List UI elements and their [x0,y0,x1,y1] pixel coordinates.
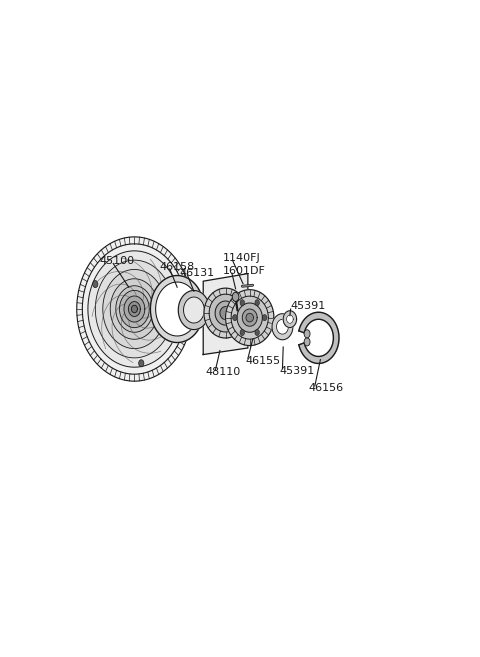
Polygon shape [96,260,173,358]
Polygon shape [129,302,140,317]
Polygon shape [283,311,297,328]
Polygon shape [272,313,293,340]
Polygon shape [124,296,145,322]
Polygon shape [178,290,210,330]
Polygon shape [116,286,153,332]
Circle shape [240,300,244,306]
Text: 45100: 45100 [99,256,134,266]
Circle shape [233,315,237,321]
Text: 46155: 46155 [245,356,280,366]
Polygon shape [299,312,339,363]
Circle shape [232,292,239,302]
Text: 45391: 45391 [290,302,326,311]
Circle shape [139,360,144,367]
Polygon shape [183,297,204,323]
Polygon shape [88,251,181,367]
Polygon shape [276,319,288,334]
Polygon shape [204,288,247,338]
Polygon shape [103,269,166,349]
Polygon shape [231,296,268,339]
Circle shape [304,330,310,338]
Polygon shape [110,279,158,339]
Polygon shape [203,273,248,355]
Text: 46158: 46158 [160,262,195,272]
Text: 45391: 45391 [279,366,315,376]
Text: 48110: 48110 [205,367,240,377]
Circle shape [255,329,259,336]
Circle shape [255,300,259,306]
Polygon shape [220,307,231,319]
Polygon shape [226,290,274,346]
Text: 1140FJ: 1140FJ [223,254,261,263]
Text: 46131: 46131 [179,267,214,278]
Polygon shape [209,294,242,332]
Polygon shape [237,303,263,332]
Polygon shape [150,275,204,342]
Circle shape [171,281,176,288]
Polygon shape [287,315,293,323]
Polygon shape [246,313,253,322]
Circle shape [304,338,310,346]
Polygon shape [77,237,192,381]
Polygon shape [132,306,137,313]
Circle shape [240,329,244,336]
Circle shape [263,315,267,321]
Circle shape [93,281,98,288]
Text: 46156: 46156 [309,384,344,394]
Polygon shape [215,301,236,325]
Text: 1601DF: 1601DF [223,266,266,276]
Polygon shape [156,282,199,336]
Polygon shape [120,290,149,328]
Polygon shape [242,309,257,327]
